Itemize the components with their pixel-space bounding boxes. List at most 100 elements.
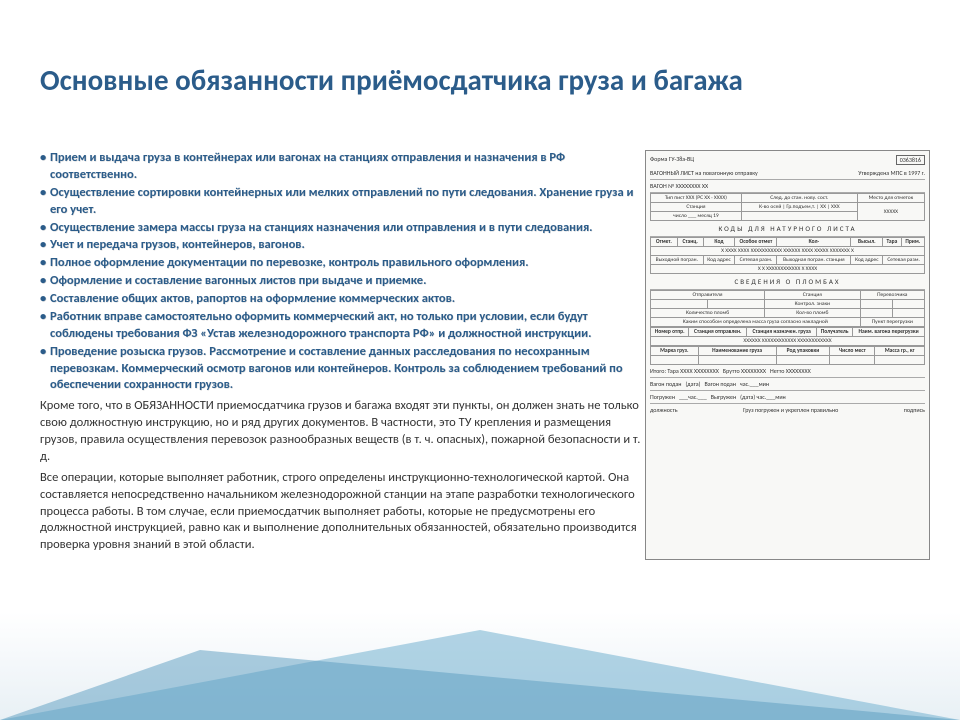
form-table: Отправителя Станция Перевозчика Контрол.… xyxy=(650,290,925,327)
cell: След. до стан. нову. сост. xyxy=(741,194,857,203)
form-table: Тип пист ХХХ (РС ХХ · ХХХХ)След. до стан… xyxy=(650,193,925,221)
cell xyxy=(651,356,699,365)
col-header: Получатель xyxy=(817,328,853,337)
cell: Кол-во пломб xyxy=(765,309,861,318)
decor-triangle-2 xyxy=(0,650,960,720)
form-text: Выгружен xyxy=(711,393,736,401)
form-row: Погружен ___час.___ Выгружен (дата) час.… xyxy=(650,391,925,404)
form-text: ___час.___ xyxy=(679,393,707,401)
cell: число ___ месяц 19 xyxy=(651,212,742,221)
bullet-list: Прием и выдача груза в контейнерах или в… xyxy=(40,150,645,394)
form-table: Марка груз. Наименование груза Род упако… xyxy=(650,346,925,365)
cell: Тип пист ХХХ (РС ХХ · ХХХХ) xyxy=(651,194,742,203)
cell xyxy=(707,300,764,309)
paragraph-1: Кроме того, что в ОБЯЗАННОСТИ приемосдат… xyxy=(40,398,645,466)
form-text: Утверждена МПС в 1997 г. xyxy=(858,169,925,177)
bullet-item: Полное оформление документации по перево… xyxy=(40,255,645,272)
cell xyxy=(651,300,708,309)
form-row: ВАГОН № ХХХХХХХХ ХХ xyxy=(650,180,925,193)
col-header: Станц. xyxy=(677,238,703,247)
col-header: Род упаковки xyxy=(776,347,830,356)
col-header: Тара xyxy=(883,238,901,247)
col-header: Масса гр., кг xyxy=(875,347,925,356)
col-header: Отмет. xyxy=(651,238,678,247)
col-header: Код xyxy=(703,238,735,247)
form-text: Вагон подан xyxy=(704,380,735,388)
cell: Отправителя xyxy=(651,291,765,300)
form-text: Вагон подан xyxy=(650,380,681,388)
col-header: Прим. xyxy=(901,238,924,247)
bullet-item: Прием и выдача груза в контейнерах или в… xyxy=(40,150,645,184)
form-text: ВАГОННЫЙ ЛИСТ на повагонную отправку xyxy=(650,169,758,177)
cell: Х ХХХХ ХХХХ ХХХХХХХХХХХ ХХХХХХ ХХХХ ХХХХ… xyxy=(651,247,925,256)
cell: Каким способом определена масса груза со… xyxy=(651,318,861,327)
col-header: Марка груз. xyxy=(651,347,699,356)
form-row: Итого: Тара ХХХХ ХХХХХХХХ Брутто ХХХХХХХ… xyxy=(650,365,925,378)
bullet-item: Учет и передача грузов, контейнеров, ваг… xyxy=(40,237,645,254)
col-header: Номер отпр. xyxy=(651,328,689,337)
cell: Сетевая разм. xyxy=(735,256,777,265)
form-table: Номер отпр. Станция отправлен. Станция н… xyxy=(650,327,925,346)
cell xyxy=(698,356,776,365)
form-text: Погружен xyxy=(650,393,675,401)
form-text: Нетто ХХХХХХХХ xyxy=(770,367,811,375)
form-table: Отмет. Станц. Код Особое отмет Кол- Высы… xyxy=(650,237,925,274)
content-column: Прием и выдача груза в контейнерах или в… xyxy=(40,150,645,554)
cell: Пункт перегрузки xyxy=(860,318,924,327)
cell: К-во осей | Гр.подъем,т. | ХХ | ХХХ xyxy=(741,203,857,212)
cell xyxy=(875,356,925,365)
col-header: Кол- xyxy=(777,238,851,247)
cell: Х Х ХХХХХХХХХХХХ Х ХХХХ xyxy=(651,265,925,274)
col-header: Высыл. xyxy=(851,238,883,247)
cell: Выходной погран. xyxy=(651,256,704,265)
cell: Перевозчика xyxy=(860,291,924,300)
cell xyxy=(776,356,830,365)
col-header: Наим. вагона перегрузки xyxy=(853,328,925,337)
cell: ХХХХХХ ХХХХХХХХХХХХ ХХХХХХХХХХХХ xyxy=(651,337,925,346)
page-title: Основные обязанности приёмосдатчика груз… xyxy=(40,62,920,98)
cell xyxy=(860,300,892,309)
form-type: Форма ГУ-38а-ВЦ xyxy=(650,155,694,165)
bullet-item: Составление общих актов, рапортов на офо… xyxy=(40,291,645,308)
form-section-title: СВЕДЕНИЯ О ПЛОМБАХ xyxy=(650,274,925,290)
form-text: подпись xyxy=(904,406,925,414)
paragraph-2: Все операции, которые выполняет работник… xyxy=(40,470,645,554)
form-section-title: КОДЫ ДЛЯ НАТУРНОГО ЛИСТА xyxy=(650,221,925,237)
form-text: (дата) час.___мин xyxy=(740,393,786,401)
form-row: Вагон подан (дата) Вагон подан час.___ми… xyxy=(650,378,925,391)
form-text: Итого: Тара ХХХХ ХХХХХХХХ xyxy=(650,367,719,375)
form-row: ВАГОННЫЙ ЛИСТ на повагонную отправку Утв… xyxy=(650,167,925,180)
cell: Станция xyxy=(765,291,861,300)
cell: Выходная погран. станция xyxy=(777,256,851,265)
col-header: Особое отмет xyxy=(735,238,777,247)
form-text: Груз погружен и укреплен правильно xyxy=(743,406,838,414)
form-code: 0363816 xyxy=(896,155,925,165)
cell xyxy=(860,309,892,318)
cell xyxy=(741,212,857,221)
form-text: (дата) xyxy=(685,380,700,388)
cell: Место для отметок xyxy=(857,194,924,203)
form-header: Форма ГУ-38а-ВЦ 0363816 xyxy=(650,155,925,165)
slide: Основные обязанности приёмосдатчика груз… xyxy=(0,0,960,720)
cell xyxy=(830,356,875,365)
cell xyxy=(892,300,924,309)
col-header: Станция назначен. груза xyxy=(747,328,817,337)
form-text: должность xyxy=(650,406,678,414)
bullet-item: Оформление и составление вагонных листов… xyxy=(40,273,645,290)
form-text: час.___мин xyxy=(740,380,769,388)
cell: Станция xyxy=(651,203,742,212)
cell: Контрол. знаки xyxy=(765,300,861,309)
col-header: Число мест xyxy=(830,347,875,356)
cell: Код адрес xyxy=(703,256,735,265)
bullet-item: Проведение розыска грузов. Рассмотрение … xyxy=(40,344,645,395)
cell: Сетевая разм. xyxy=(883,256,925,265)
col-header: Станция отправлен. xyxy=(689,328,747,337)
cell: Количество пломб xyxy=(651,309,765,318)
form-text: ВАГОН № ХХХХХХХХ ХХ xyxy=(650,182,708,190)
bullet-item: Осуществление замера массы груза на стан… xyxy=(40,220,645,237)
col-header: Наименование груза xyxy=(698,347,776,356)
bullet-item: Осуществление сортировки контейнерных ил… xyxy=(40,185,645,219)
form-text: Брутто ХХХХХХХХ xyxy=(723,367,766,375)
form-row: должность Груз погружен и укреплен прави… xyxy=(650,404,925,416)
cell xyxy=(892,309,924,318)
